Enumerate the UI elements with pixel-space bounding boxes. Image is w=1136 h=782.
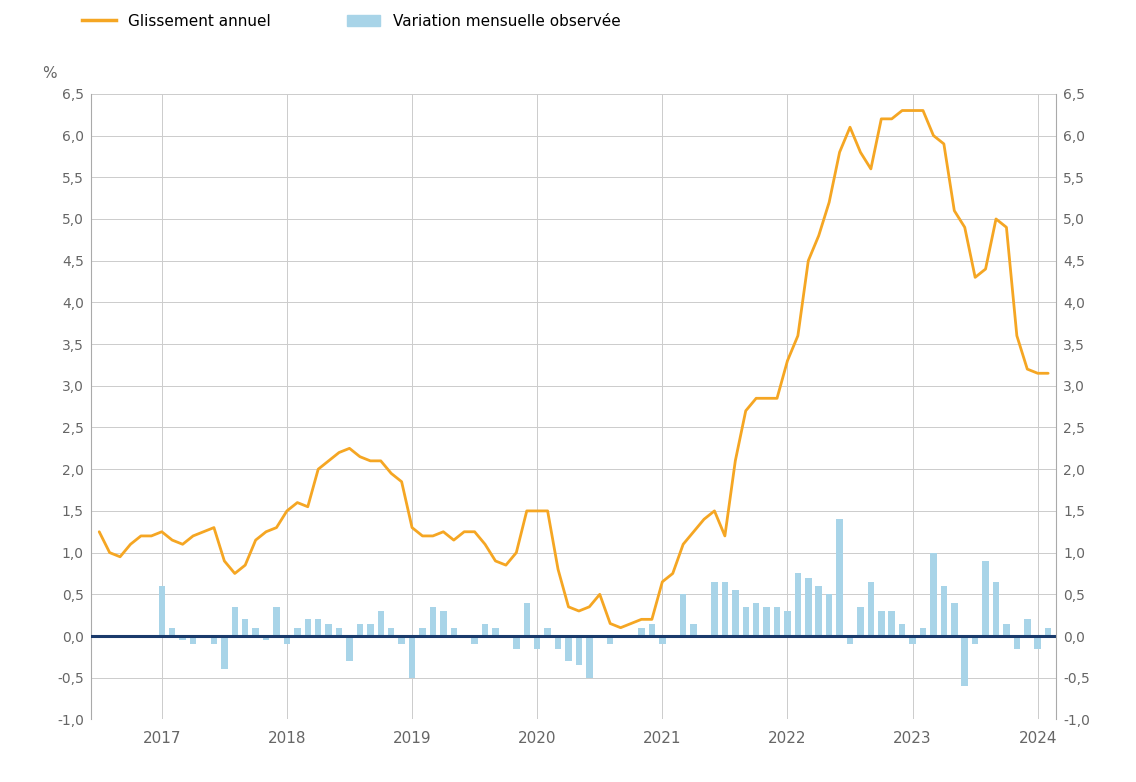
Bar [846,636,853,644]
Bar [169,628,175,636]
Bar [367,623,374,636]
Bar [429,607,436,636]
Bar [763,607,770,636]
Bar [888,611,895,636]
Bar [440,611,446,636]
Bar [242,619,249,636]
Bar [816,586,822,636]
Bar [1035,636,1041,648]
Bar [721,582,728,636]
Bar [1003,623,1010,636]
Bar [795,573,801,636]
Bar [743,607,749,636]
Bar [294,628,301,636]
Bar [659,636,666,644]
Bar [232,607,239,636]
Bar [941,586,947,636]
Bar [399,636,404,644]
Bar [262,636,269,640]
Bar [544,628,551,636]
Bar [389,628,394,636]
Bar [607,636,613,644]
Bar [325,623,332,636]
Bar [513,636,519,648]
Bar [972,636,978,644]
Bar [1024,619,1030,636]
Text: %: % [43,66,57,81]
Bar [836,519,843,636]
Bar [252,628,259,636]
Bar [190,636,197,644]
Bar [482,623,488,636]
Bar [983,561,988,636]
Bar [691,623,696,636]
Bar [784,611,791,636]
Bar [858,607,863,636]
Bar [274,607,279,636]
Bar [774,607,780,636]
Bar [961,636,968,686]
Bar [419,628,426,636]
Bar [930,553,937,636]
Bar [210,636,217,644]
Bar [377,611,384,636]
Bar [899,623,905,636]
Bar [336,628,342,636]
Bar [951,603,958,636]
Bar [920,628,926,636]
Bar [554,636,561,648]
Bar [586,636,593,678]
Bar [711,582,718,636]
Bar [1045,628,1052,636]
Bar [638,628,645,636]
Bar [576,636,582,665]
Bar [451,628,457,636]
Bar [492,628,499,636]
Bar [680,594,686,636]
Bar [753,603,759,636]
Bar [909,636,916,644]
Bar [805,578,811,636]
Bar [649,623,655,636]
Bar [159,586,165,636]
Bar [357,623,364,636]
Bar [868,582,874,636]
Bar [993,582,1000,636]
Bar [304,619,311,636]
Bar [409,636,416,678]
Bar [878,611,885,636]
Bar [284,636,290,644]
Bar [1013,636,1020,648]
Bar [315,619,321,636]
Bar [222,636,227,669]
Bar [471,636,478,644]
Bar [179,636,186,640]
Bar [524,603,531,636]
Bar [534,636,541,648]
Bar [566,636,571,661]
Legend: Glissement annuel, Variation mensuelle observée: Glissement annuel, Variation mensuelle o… [76,8,627,35]
Bar [346,636,352,661]
Bar [732,590,738,636]
Bar [826,594,833,636]
